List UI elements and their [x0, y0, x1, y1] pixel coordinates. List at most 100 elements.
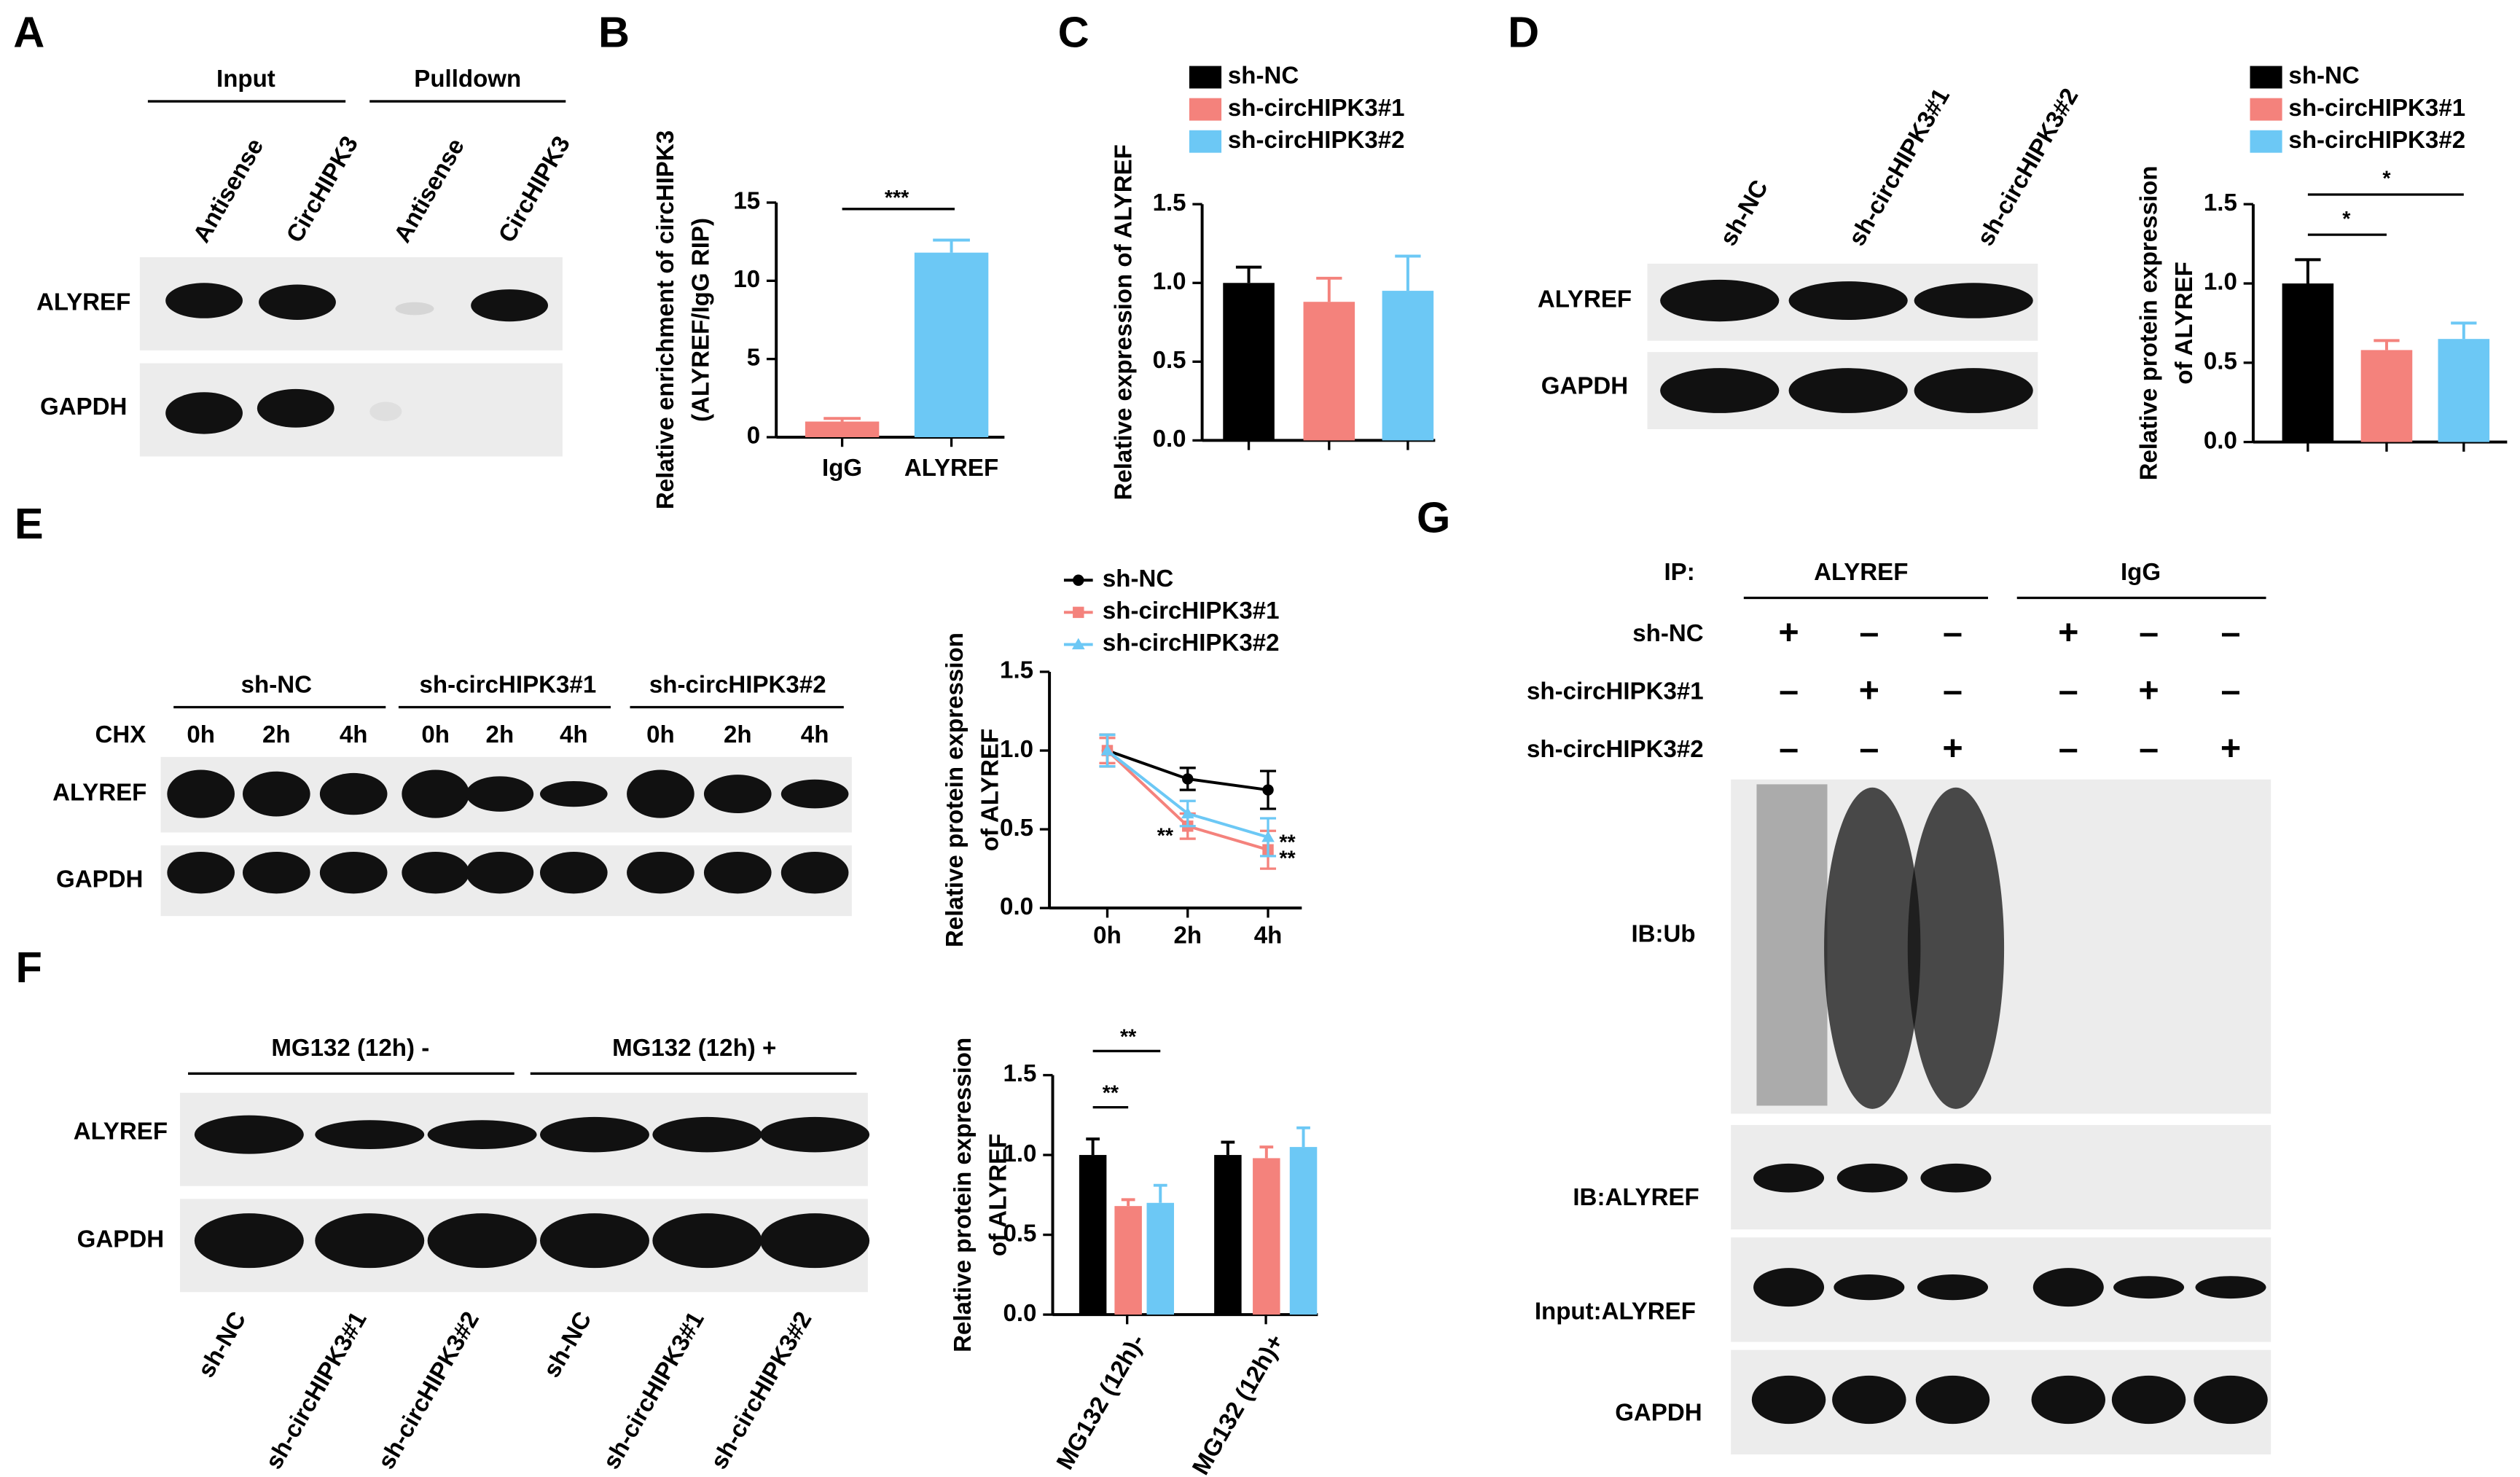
band: [466, 851, 534, 894]
band: [1824, 787, 1921, 1109]
band: [703, 775, 772, 814]
error-bar: [933, 238, 970, 253]
y-tick-label: 10: [733, 266, 760, 293]
y-tick-label: 0.5: [2204, 348, 2237, 375]
label: GAPDH: [77, 1226, 164, 1253]
panel-letter: F: [16, 943, 42, 992]
label: ALYREF: [74, 1118, 168, 1145]
bar: [2282, 283, 2334, 442]
error-bar: [2295, 258, 2321, 284]
label: IP:: [1664, 559, 1694, 586]
y-tick-label: 0.0: [2204, 427, 2237, 454]
y-tick-label: 1.5: [2204, 189, 2237, 216]
error-bar: [1235, 265, 1262, 283]
legend-label: sh-circHIPK3#1: [1228, 95, 1405, 122]
label: IB:Ub: [1631, 920, 1695, 947]
label: 2h: [262, 721, 291, 748]
y-axis-label: Relative expression of ALYREF: [1110, 144, 1137, 500]
band: [369, 401, 402, 421]
label: sh-circHIPK3#2: [649, 672, 826, 699]
y-tick-label: 0.5: [1003, 1220, 1036, 1247]
label: ALYREF: [52, 779, 146, 806]
significance-label: *: [2382, 168, 2391, 191]
label: sh-NC: [539, 1307, 598, 1382]
band: [165, 283, 243, 318]
label: MG132 (12h) -: [271, 1035, 429, 1062]
band: [1914, 283, 2033, 318]
bar: [914, 252, 989, 437]
label: sh-circHIPK3#1: [1844, 84, 1955, 251]
label: sh-circHIPK3#1: [420, 672, 597, 699]
y-tick-label: 1.0: [1153, 268, 1186, 295]
bar: [1079, 1155, 1107, 1315]
label: +: [2220, 729, 2241, 768]
bar: [1253, 1158, 1280, 1315]
band: [466, 776, 534, 812]
marker: [1262, 784, 1274, 796]
band: [167, 851, 235, 894]
band: [1915, 1375, 1990, 1425]
band: [395, 302, 434, 316]
bar: [1223, 283, 1275, 441]
label: sh-circHIPK3#2: [705, 1307, 817, 1474]
bar: [1289, 1147, 1318, 1315]
significance-label: *: [2342, 208, 2351, 231]
y-axis-label: Relative protein expression: [2136, 165, 2163, 480]
band: [194, 1213, 304, 1269]
label: 0h: [421, 721, 450, 748]
band: [471, 289, 549, 322]
band: [1788, 368, 1908, 413]
y-tick-label: 5: [747, 344, 760, 371]
band: [780, 851, 849, 894]
label: CircHIPK3: [493, 132, 576, 248]
label: –: [1859, 729, 1879, 768]
bar: [1214, 1155, 1242, 1315]
y-tick-label: 0: [747, 423, 760, 450]
label: –: [1779, 670, 1799, 710]
band: [427, 1120, 537, 1149]
band: [1836, 1163, 1908, 1193]
band: [1753, 1163, 1825, 1193]
label: Antisense: [389, 134, 470, 247]
label: sh-NC: [1632, 620, 1703, 647]
label: sh-NC: [241, 672, 312, 699]
legend-swatch: [2250, 130, 2282, 153]
error-bar: [1121, 1198, 1135, 1207]
band: [315, 1213, 425, 1269]
label: –: [2221, 613, 2241, 652]
label: 4h: [340, 721, 368, 748]
y-tick-label: 1.0: [1000, 736, 1033, 763]
significance-label: **: [1103, 1082, 1119, 1105]
error-bar: [2451, 321, 2477, 340]
y-tick-label: 15: [733, 188, 760, 215]
band: [315, 1120, 425, 1149]
y-tick-label: 0.0: [1003, 1300, 1036, 1327]
error-bar: [1296, 1126, 1310, 1148]
legend-swatch: [1189, 130, 1222, 153]
label: sh-circHIPK3#2: [1972, 84, 2083, 251]
band: [2195, 1276, 2266, 1299]
y-tick-label: 0.0: [1000, 893, 1033, 920]
label: sh-circHIPK3#1: [598, 1307, 709, 1474]
significance-label: **: [1279, 831, 1296, 855]
label: IB:ALYREF: [1573, 1184, 1699, 1211]
legend-swatch: [1189, 66, 1222, 89]
label: 4h: [560, 721, 588, 748]
error-bar: [823, 417, 861, 422]
label: MG132 (12h) +: [612, 1035, 776, 1062]
panel-letter: C: [1058, 7, 1089, 56]
legend-label: sh-circHIPK3#2: [1103, 630, 1280, 657]
band: [427, 1213, 537, 1269]
significance-label: ***: [885, 187, 909, 210]
label: –: [2059, 729, 2078, 768]
significance-label: **: [1120, 1025, 1137, 1049]
x-tick-label: 0h: [1093, 922, 1122, 949]
label: 0h: [187, 721, 215, 748]
y-tick-label: 1.5: [1000, 657, 1033, 684]
marker: [1100, 744, 1114, 756]
label: 2h: [724, 721, 752, 748]
band: [259, 284, 336, 321]
y-axis-label: of ALYREF: [977, 729, 1003, 851]
band: [2194, 1375, 2268, 1425]
